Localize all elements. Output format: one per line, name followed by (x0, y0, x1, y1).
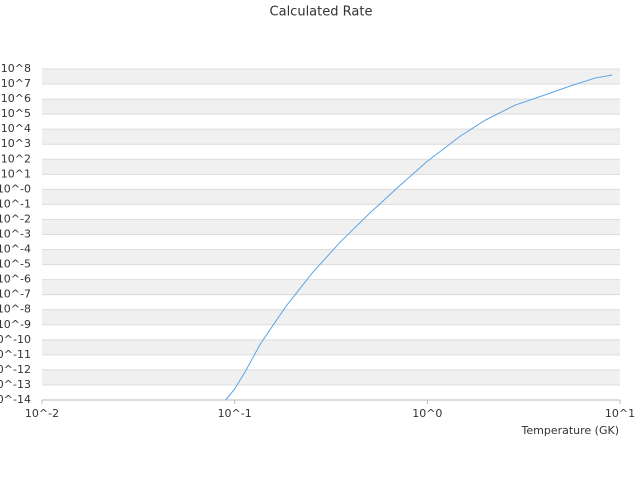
y-tick-label: 10^-5 (0, 258, 31, 271)
y-tick-label: 10^7 (1, 77, 31, 90)
y-tick-label: 10^-2 (0, 212, 31, 225)
x-tick-label: 10^-1 (218, 407, 252, 420)
y-tick-label: 10^-13 (0, 378, 31, 391)
grid-band (42, 249, 620, 265)
y-tick-label: 10^4 (1, 122, 31, 135)
y-tick-label: 10^-1 (0, 197, 31, 210)
data-line (225, 74, 613, 401)
x-axis-label: Temperature (GK) (521, 424, 620, 437)
y-tick-label: 10^-7 (0, 288, 31, 301)
y-tick-label: 10^8 (1, 62, 31, 75)
y-tick-label: 10^-14 (0, 393, 31, 406)
y-tick-label: 10^-9 (0, 318, 31, 331)
y-tick-label: 10^-12 (0, 363, 31, 376)
grid-band (42, 69, 620, 85)
x-tick-label: 10^1 (605, 407, 635, 420)
y-tick-label: 10^-4 (0, 243, 31, 256)
grid-band (42, 99, 620, 115)
y-tick-label: 10^2 (1, 152, 31, 165)
y-tick-label: 10^-8 (0, 303, 31, 316)
y-tick-label: 10^-11 (0, 348, 31, 361)
y-tick-label: 10^1 (1, 167, 31, 180)
x-tick-label: 10^0 (412, 407, 442, 420)
y-tick-label: 10^3 (1, 137, 31, 150)
chart-title: Calculated Rate (270, 5, 373, 20)
grid-band (42, 189, 620, 205)
grid-band (42, 279, 620, 295)
grid-band (42, 219, 620, 235)
grid-band (42, 369, 620, 385)
grid-band (42, 339, 620, 355)
y-tick-label: 10^-6 (0, 273, 31, 286)
x-tick-label: 10^-2 (25, 407, 59, 420)
y-tick-label: 10^-10 (0, 333, 31, 346)
grid-band (42, 129, 620, 145)
y-tick-label: 10^-0 (0, 182, 31, 195)
y-tick-label: 10^-3 (0, 228, 31, 241)
y-tick-label: 10^6 (1, 92, 31, 105)
grid-band (42, 309, 620, 325)
y-tick-label: 10^5 (1, 107, 31, 120)
grid-band (42, 159, 620, 175)
